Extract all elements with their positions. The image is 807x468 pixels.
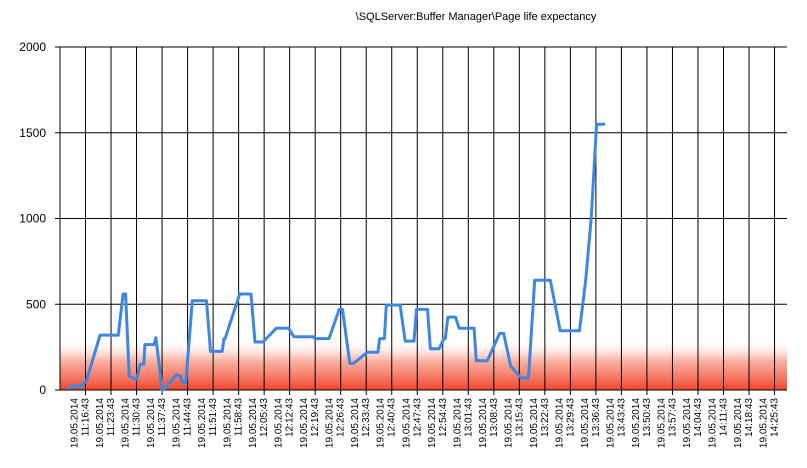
- x-tick-date: 19.05.2014: [325, 398, 336, 448]
- x-tick-time: 11:44:43: [183, 398, 194, 437]
- x-tick-time: 13:29:43: [565, 398, 576, 437]
- x-tick-time: 13:08:43: [489, 398, 500, 437]
- x-tick-time: 11:23:43: [106, 398, 117, 437]
- x-tick-date: 19.05.2014: [580, 398, 591, 448]
- x-tick-date: 19.05.2014: [733, 398, 744, 448]
- x-tick-date: 19.05.2014: [197, 398, 208, 448]
- x-tick-time: 13:43:43: [616, 398, 627, 437]
- x-tick-label: 19.05.2014 13:22:43: [529, 398, 551, 448]
- x-tick-date: 19.05.2014: [529, 398, 540, 448]
- x-tick-time: 14:25:43: [770, 398, 781, 437]
- x-tick-time: 12:47:43: [412, 398, 423, 437]
- x-tick-date: 19.05.2014: [401, 398, 412, 448]
- grid: [60, 46, 787, 390]
- x-tick-label: 19.05.2014 11:37:43: [146, 398, 168, 448]
- x-tick-time: 13:36:43: [591, 398, 602, 437]
- x-tick-date: 19.05.2014: [605, 398, 616, 448]
- x-tick-date: 19.05.2014: [554, 398, 565, 448]
- x-tick-label: 19.05.2014 11:44:43: [172, 398, 194, 448]
- x-tick-date: 19.05.2014: [759, 398, 770, 448]
- x-tick-time: 12:40:43: [387, 398, 398, 437]
- x-tick-label: 19.05.2014 12:54:43: [427, 398, 449, 448]
- x-tick-label: 19.05.2014 14:11:43: [708, 398, 730, 448]
- x-tick-label: 19.05.2014 12:47:43: [401, 398, 423, 448]
- x-tick-time: 11:58:43: [234, 398, 245, 437]
- y-tick-label: 1500: [19, 126, 46, 140]
- x-tick-date: 19.05.2014: [121, 398, 132, 448]
- x-tick-time: 13:22:43: [540, 398, 551, 437]
- x-tick-label: 19.05.2014 13:50:43: [631, 398, 653, 448]
- x-tick-label: 19.05.2014 13:36:43: [580, 398, 602, 448]
- x-tick-time: 12:19:43: [310, 398, 321, 437]
- y-tick-label: 1000: [19, 212, 46, 226]
- x-tick-time: 12:54:43: [438, 398, 449, 437]
- x-tick-date: 19.05.2014: [478, 398, 489, 448]
- x-tick-time: 13:15:43: [514, 398, 525, 437]
- x-tick-label: 19.05.2014 14:18:43: [733, 398, 755, 448]
- x-tick-label: 19.05.2014 12:33:43: [350, 398, 372, 448]
- x-tick-date: 19.05.2014: [274, 398, 285, 448]
- chart-title: \SQLServer:Buffer Manager\Page life expe…: [356, 11, 597, 23]
- x-tick-date: 19.05.2014: [350, 398, 361, 448]
- x-tick-label: 19.05.2014 14:04:43: [682, 398, 704, 448]
- x-tick-date: 19.05.2014: [172, 398, 183, 448]
- x-tick-time: 11:16:43: [81, 398, 92, 437]
- y-tick-label: 0: [39, 383, 46, 397]
- x-tick-time: 11:30:43: [132, 398, 143, 437]
- x-tick-time: 14:04:43: [693, 398, 704, 437]
- x-tick-label: 19.05.2014 12:40:43: [376, 398, 398, 448]
- x-tick-time: 12:33:43: [361, 398, 372, 437]
- x-tick-time: 13:01:43: [463, 398, 474, 437]
- x-tick-date: 19.05.2014: [452, 398, 463, 448]
- x-tick-label: 19.05.2014 12:05:43: [248, 398, 270, 448]
- x-tick-label: 19.05.2014 12:12:43: [274, 398, 296, 448]
- x-tick-label: 19.05.2014 12:19:43: [299, 398, 321, 448]
- x-tick-date: 19.05.2014: [708, 398, 719, 448]
- x-tick-date: 19.05.2014: [223, 398, 234, 448]
- x-tick-label: 19.05.2014 13:15:43: [503, 398, 525, 448]
- x-tick-label: 19.05.2014 11:30:43: [121, 398, 143, 448]
- x-tick-time: 11:37:43: [157, 398, 168, 437]
- x-tick-time: 14:18:43: [744, 398, 755, 437]
- x-tick-date: 19.05.2014: [299, 398, 310, 448]
- series-line: [67, 122, 606, 392]
- x-tick-label: 19.05.2014 13:29:43: [554, 398, 576, 448]
- y-tick-label: 500: [26, 297, 46, 311]
- x-tick-date: 19.05.2014: [146, 398, 157, 448]
- x-tick-label: 19.05.2014 13:08:43: [478, 398, 500, 448]
- x-tick-label: 19.05.2014 12:26:43: [325, 398, 347, 448]
- x-axis-ticks: 19.05.2014 11:16:43 19.05.2014 11:23:43 19.0…: [70, 398, 781, 448]
- x-tick-time: 13:57:43: [667, 398, 678, 437]
- x-tick-time: 14:11:43: [719, 398, 730, 437]
- x-tick-time: 12:05:43: [259, 398, 270, 437]
- x-tick-label: 19.05.2014 13:57:43: [656, 398, 678, 448]
- x-tick-time: 11:51:43: [208, 398, 219, 437]
- x-tick-date: 19.05.2014: [656, 398, 667, 448]
- axes: [55, 46, 787, 395]
- y-axis-ticks: 0 500 1000 1500 2000: [19, 40, 46, 397]
- x-tick-label: 19.05.2014 13:43:43: [605, 398, 627, 448]
- x-tick-date: 19.05.2014: [70, 398, 81, 448]
- x-tick-label: 19.05.2014 11:51:43: [197, 398, 219, 448]
- x-tick-time: 12:26:43: [336, 398, 347, 437]
- x-tick-date: 19.05.2014: [682, 398, 693, 448]
- x-tick-label: 19.05.2014 14:25:43: [759, 398, 781, 448]
- x-tick-date: 19.05.2014: [95, 398, 106, 448]
- x-tick-date: 19.05.2014: [631, 398, 642, 448]
- x-tick-date: 19.05.2014: [376, 398, 387, 448]
- x-tick-label: 19.05.2014 13:01:43: [452, 398, 474, 448]
- x-tick-date: 19.05.2014: [503, 398, 514, 448]
- x-tick-time: 12:12:43: [285, 398, 296, 437]
- x-tick-label: 19.05.2014 11:58:43: [223, 398, 245, 448]
- x-tick-time: 13:50:43: [642, 398, 653, 437]
- y-tick-label: 2000: [19, 40, 46, 54]
- x-tick-date: 19.05.2014: [248, 398, 259, 448]
- x-tick-label: 19.05.2014 11:16:43: [70, 398, 92, 448]
- x-tick-date: 19.05.2014: [427, 398, 438, 448]
- x-tick-label: 19.05.2014 11:23:43: [95, 398, 117, 448]
